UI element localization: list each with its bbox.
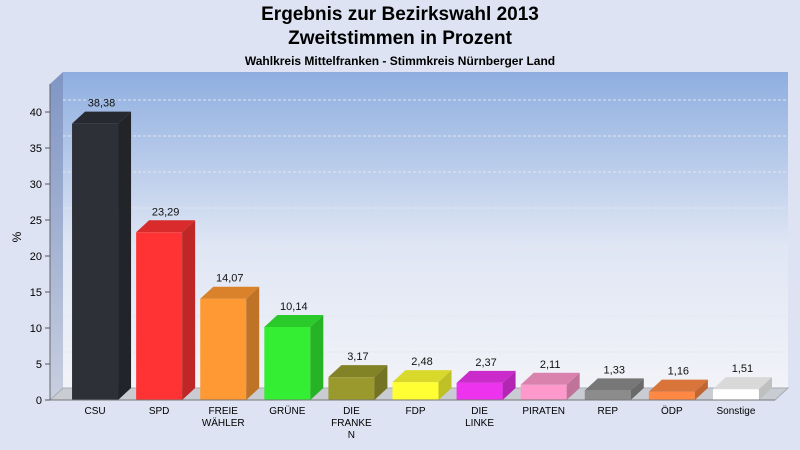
bar-top bbox=[520, 372, 580, 385]
category-label: Sonstige bbox=[716, 406, 755, 417]
bar-side bbox=[630, 378, 644, 400]
y-tick-label: 0 bbox=[36, 395, 42, 407]
chart-title: Ergebnis zur Bezirkswahl 2013 bbox=[261, 4, 539, 25]
y-tick-label: 10 bbox=[30, 323, 42, 335]
bar bbox=[456, 382, 503, 400]
y-tick-label: 40 bbox=[30, 107, 42, 119]
bar-top bbox=[72, 111, 132, 124]
y-tick-label: 25 bbox=[30, 215, 42, 227]
bar bbox=[328, 377, 375, 400]
category-label: CSU bbox=[84, 406, 105, 417]
bar bbox=[264, 326, 311, 400]
bar-top bbox=[712, 377, 772, 390]
bar-top bbox=[456, 370, 516, 383]
value-label: 23,29 bbox=[152, 206, 180, 218]
category-label: GRÜNE bbox=[269, 405, 305, 417]
bar bbox=[392, 382, 439, 400]
value-label: 14,07 bbox=[216, 273, 244, 285]
bar-top bbox=[584, 378, 644, 391]
value-label: 1,33 bbox=[604, 364, 625, 376]
bar-side bbox=[566, 372, 580, 400]
category-label: ÖDP bbox=[661, 405, 683, 417]
category-label: DIE LINKE bbox=[465, 406, 494, 429]
bar bbox=[520, 384, 567, 400]
bar-side bbox=[694, 379, 708, 400]
bar-side bbox=[374, 365, 388, 400]
bar bbox=[584, 390, 631, 400]
bar-top bbox=[328, 365, 388, 378]
bar-top bbox=[136, 220, 196, 233]
chart-region-subtitle: Wahlkreis Mittelfranken - Stimmkreis Nür… bbox=[244, 54, 556, 68]
y-axis-label: % bbox=[10, 231, 24, 242]
category-label: SPD bbox=[149, 406, 170, 417]
value-label: 2,11 bbox=[540, 359, 561, 371]
category-label: FDP bbox=[406, 406, 426, 417]
bar-side bbox=[182, 220, 196, 400]
bar bbox=[200, 298, 247, 400]
bar-top bbox=[648, 379, 708, 392]
y-tick-label: 5 bbox=[36, 359, 42, 371]
category-label: DIE FRANKE N bbox=[331, 406, 372, 441]
chart-subtitle: Zweitstimmen in Prozent bbox=[288, 28, 512, 49]
bar-top bbox=[200, 286, 260, 299]
bar bbox=[712, 389, 759, 400]
bar-top bbox=[392, 370, 452, 383]
value-label: 2,37 bbox=[475, 357, 496, 369]
category-label: PIRATEN bbox=[522, 406, 565, 417]
category-label: FREIE WÄHLER bbox=[202, 406, 245, 429]
plot-side-wall bbox=[50, 72, 63, 400]
y-tick-label: 15 bbox=[30, 287, 42, 299]
bar-top bbox=[264, 314, 324, 327]
bar-side bbox=[502, 370, 516, 400]
value-label: 1,51 bbox=[732, 363, 753, 375]
bar-side bbox=[438, 370, 452, 400]
value-label: 1,16 bbox=[668, 366, 689, 378]
y-tick-label: 35 bbox=[30, 143, 42, 155]
y-tick-label: 20 bbox=[30, 251, 42, 263]
bar-side bbox=[118, 111, 132, 400]
bar bbox=[72, 123, 119, 400]
bar bbox=[136, 232, 183, 400]
bar-side bbox=[246, 286, 260, 400]
bar-side bbox=[310, 314, 324, 400]
value-label: 3,17 bbox=[347, 351, 368, 363]
y-tick-label: 30 bbox=[30, 179, 42, 191]
bar-side bbox=[758, 377, 772, 400]
value-label: 2,48 bbox=[411, 356, 432, 368]
category-label: REP bbox=[597, 406, 618, 417]
bar bbox=[648, 391, 695, 400]
value-label: 38,38 bbox=[88, 98, 116, 110]
value-label: 10,14 bbox=[280, 301, 308, 313]
